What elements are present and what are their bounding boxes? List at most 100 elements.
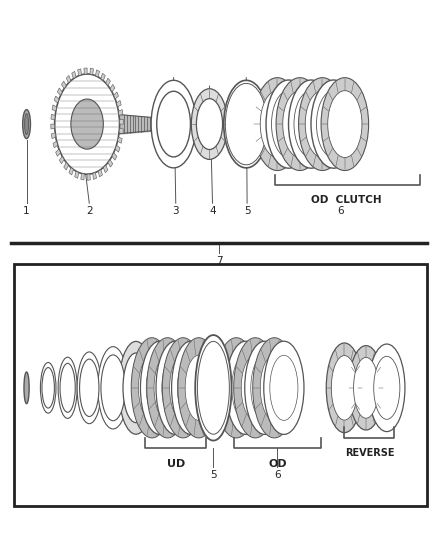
Polygon shape <box>51 124 55 129</box>
Ellipse shape <box>42 368 54 408</box>
Polygon shape <box>98 169 102 177</box>
Ellipse shape <box>245 341 285 434</box>
Text: 5: 5 <box>210 470 217 480</box>
Polygon shape <box>57 88 62 95</box>
Polygon shape <box>69 167 74 175</box>
Polygon shape <box>52 105 57 111</box>
Ellipse shape <box>156 341 194 434</box>
Polygon shape <box>81 173 84 180</box>
Text: 5: 5 <box>244 206 251 216</box>
Polygon shape <box>93 173 96 180</box>
Ellipse shape <box>101 355 125 421</box>
Ellipse shape <box>215 338 258 438</box>
Ellipse shape <box>146 355 173 421</box>
Ellipse shape <box>283 91 317 158</box>
Ellipse shape <box>25 114 28 135</box>
Text: 3: 3 <box>173 206 179 216</box>
Polygon shape <box>108 159 113 167</box>
Ellipse shape <box>260 91 294 158</box>
Ellipse shape <box>289 80 334 168</box>
Polygon shape <box>101 73 105 80</box>
Polygon shape <box>61 81 66 88</box>
Polygon shape <box>75 171 79 179</box>
Polygon shape <box>119 128 123 134</box>
Polygon shape <box>87 174 90 180</box>
Ellipse shape <box>191 89 228 159</box>
Ellipse shape <box>170 355 197 421</box>
Ellipse shape <box>147 338 188 438</box>
Polygon shape <box>117 137 122 143</box>
Ellipse shape <box>123 353 149 423</box>
FancyBboxPatch shape <box>14 264 427 506</box>
Ellipse shape <box>222 355 251 421</box>
Ellipse shape <box>119 342 153 434</box>
Ellipse shape <box>232 355 260 421</box>
Polygon shape <box>59 156 64 164</box>
Ellipse shape <box>196 99 223 150</box>
Polygon shape <box>64 163 68 170</box>
Text: REVERSE: REVERSE <box>345 448 394 458</box>
Polygon shape <box>56 149 60 156</box>
Ellipse shape <box>299 78 346 171</box>
Polygon shape <box>51 133 56 139</box>
Ellipse shape <box>151 80 196 168</box>
Ellipse shape <box>185 355 212 421</box>
Polygon shape <box>120 119 124 124</box>
Text: 4: 4 <box>209 206 216 216</box>
Ellipse shape <box>328 91 362 158</box>
Ellipse shape <box>98 346 128 429</box>
Polygon shape <box>118 110 123 115</box>
Polygon shape <box>106 78 110 86</box>
Ellipse shape <box>266 80 311 168</box>
Ellipse shape <box>321 78 369 171</box>
Ellipse shape <box>177 355 205 421</box>
Ellipse shape <box>40 362 56 413</box>
Ellipse shape <box>162 355 189 421</box>
Polygon shape <box>54 96 59 103</box>
Polygon shape <box>78 69 81 76</box>
Polygon shape <box>84 68 87 74</box>
Ellipse shape <box>198 342 230 434</box>
Text: 7: 7 <box>215 256 223 266</box>
Ellipse shape <box>264 341 304 434</box>
Ellipse shape <box>172 341 210 434</box>
Text: OD: OD <box>268 459 287 469</box>
Polygon shape <box>115 146 120 152</box>
Ellipse shape <box>270 355 298 421</box>
Ellipse shape <box>331 356 357 420</box>
Ellipse shape <box>317 91 351 158</box>
Ellipse shape <box>71 99 103 149</box>
Ellipse shape <box>195 335 232 441</box>
Text: 1: 1 <box>23 206 30 216</box>
Ellipse shape <box>225 83 267 165</box>
Polygon shape <box>72 71 76 79</box>
Ellipse shape <box>234 338 277 438</box>
Ellipse shape <box>60 364 75 413</box>
Polygon shape <box>117 100 121 107</box>
Ellipse shape <box>58 357 77 418</box>
Polygon shape <box>114 92 119 99</box>
Ellipse shape <box>24 372 29 403</box>
Polygon shape <box>53 141 58 148</box>
Ellipse shape <box>254 78 301 171</box>
Polygon shape <box>110 84 115 92</box>
Text: 2: 2 <box>86 206 92 216</box>
Ellipse shape <box>55 74 120 174</box>
Ellipse shape <box>162 338 204 438</box>
Ellipse shape <box>23 110 31 139</box>
Ellipse shape <box>349 345 383 430</box>
Ellipse shape <box>226 341 266 434</box>
Ellipse shape <box>80 359 99 416</box>
Text: UD: UD <box>166 459 185 469</box>
Ellipse shape <box>305 91 339 158</box>
Polygon shape <box>103 165 108 173</box>
Polygon shape <box>51 115 55 120</box>
Ellipse shape <box>178 338 219 438</box>
Ellipse shape <box>154 355 181 421</box>
Ellipse shape <box>253 338 296 438</box>
Ellipse shape <box>326 343 363 433</box>
Ellipse shape <box>260 355 288 421</box>
Polygon shape <box>112 153 117 160</box>
Ellipse shape <box>294 91 328 158</box>
Ellipse shape <box>131 338 173 438</box>
